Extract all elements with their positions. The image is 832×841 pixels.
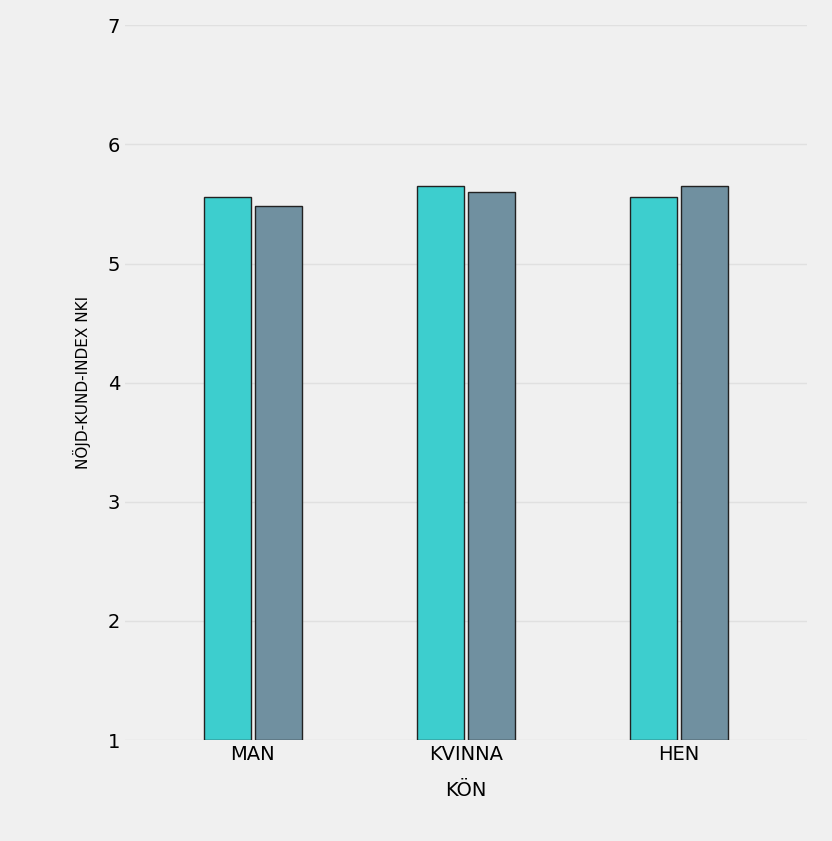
Bar (630, 197, 677, 740)
X-axis label: KÖN: KÖN (445, 780, 487, 800)
Bar (681, 186, 728, 740)
Bar (204, 197, 250, 740)
Bar (255, 206, 302, 740)
Y-axis label: NÖJD-KUND-INDEX NKI: NÖJD-KUND-INDEX NKI (72, 296, 91, 469)
Bar (417, 186, 463, 740)
Bar (468, 192, 515, 740)
